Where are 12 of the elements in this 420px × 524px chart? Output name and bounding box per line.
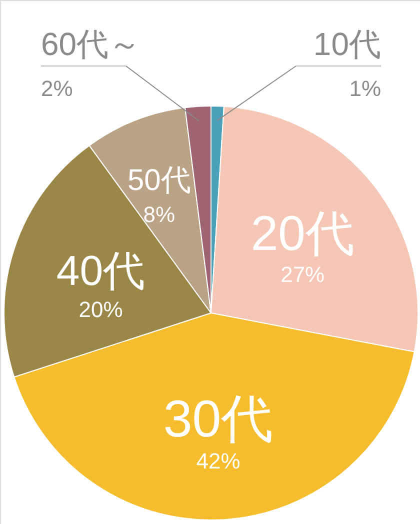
data-label: 27% (280, 262, 325, 287)
data-label: 20% (78, 297, 123, 322)
slice-label: 30代 (163, 390, 274, 449)
slice-label: 50代 (127, 164, 191, 198)
data-label: 2% (41, 76, 73, 101)
data-label: 42% (196, 448, 240, 474)
data-label: 8% (143, 202, 176, 228)
slice-label: 60代～ (41, 26, 141, 62)
data-label: 1% (349, 76, 381, 101)
slice-label: 10代 (313, 26, 381, 62)
slice-label: 20代 (250, 206, 354, 261)
slice-label: 40代 (56, 247, 146, 294)
